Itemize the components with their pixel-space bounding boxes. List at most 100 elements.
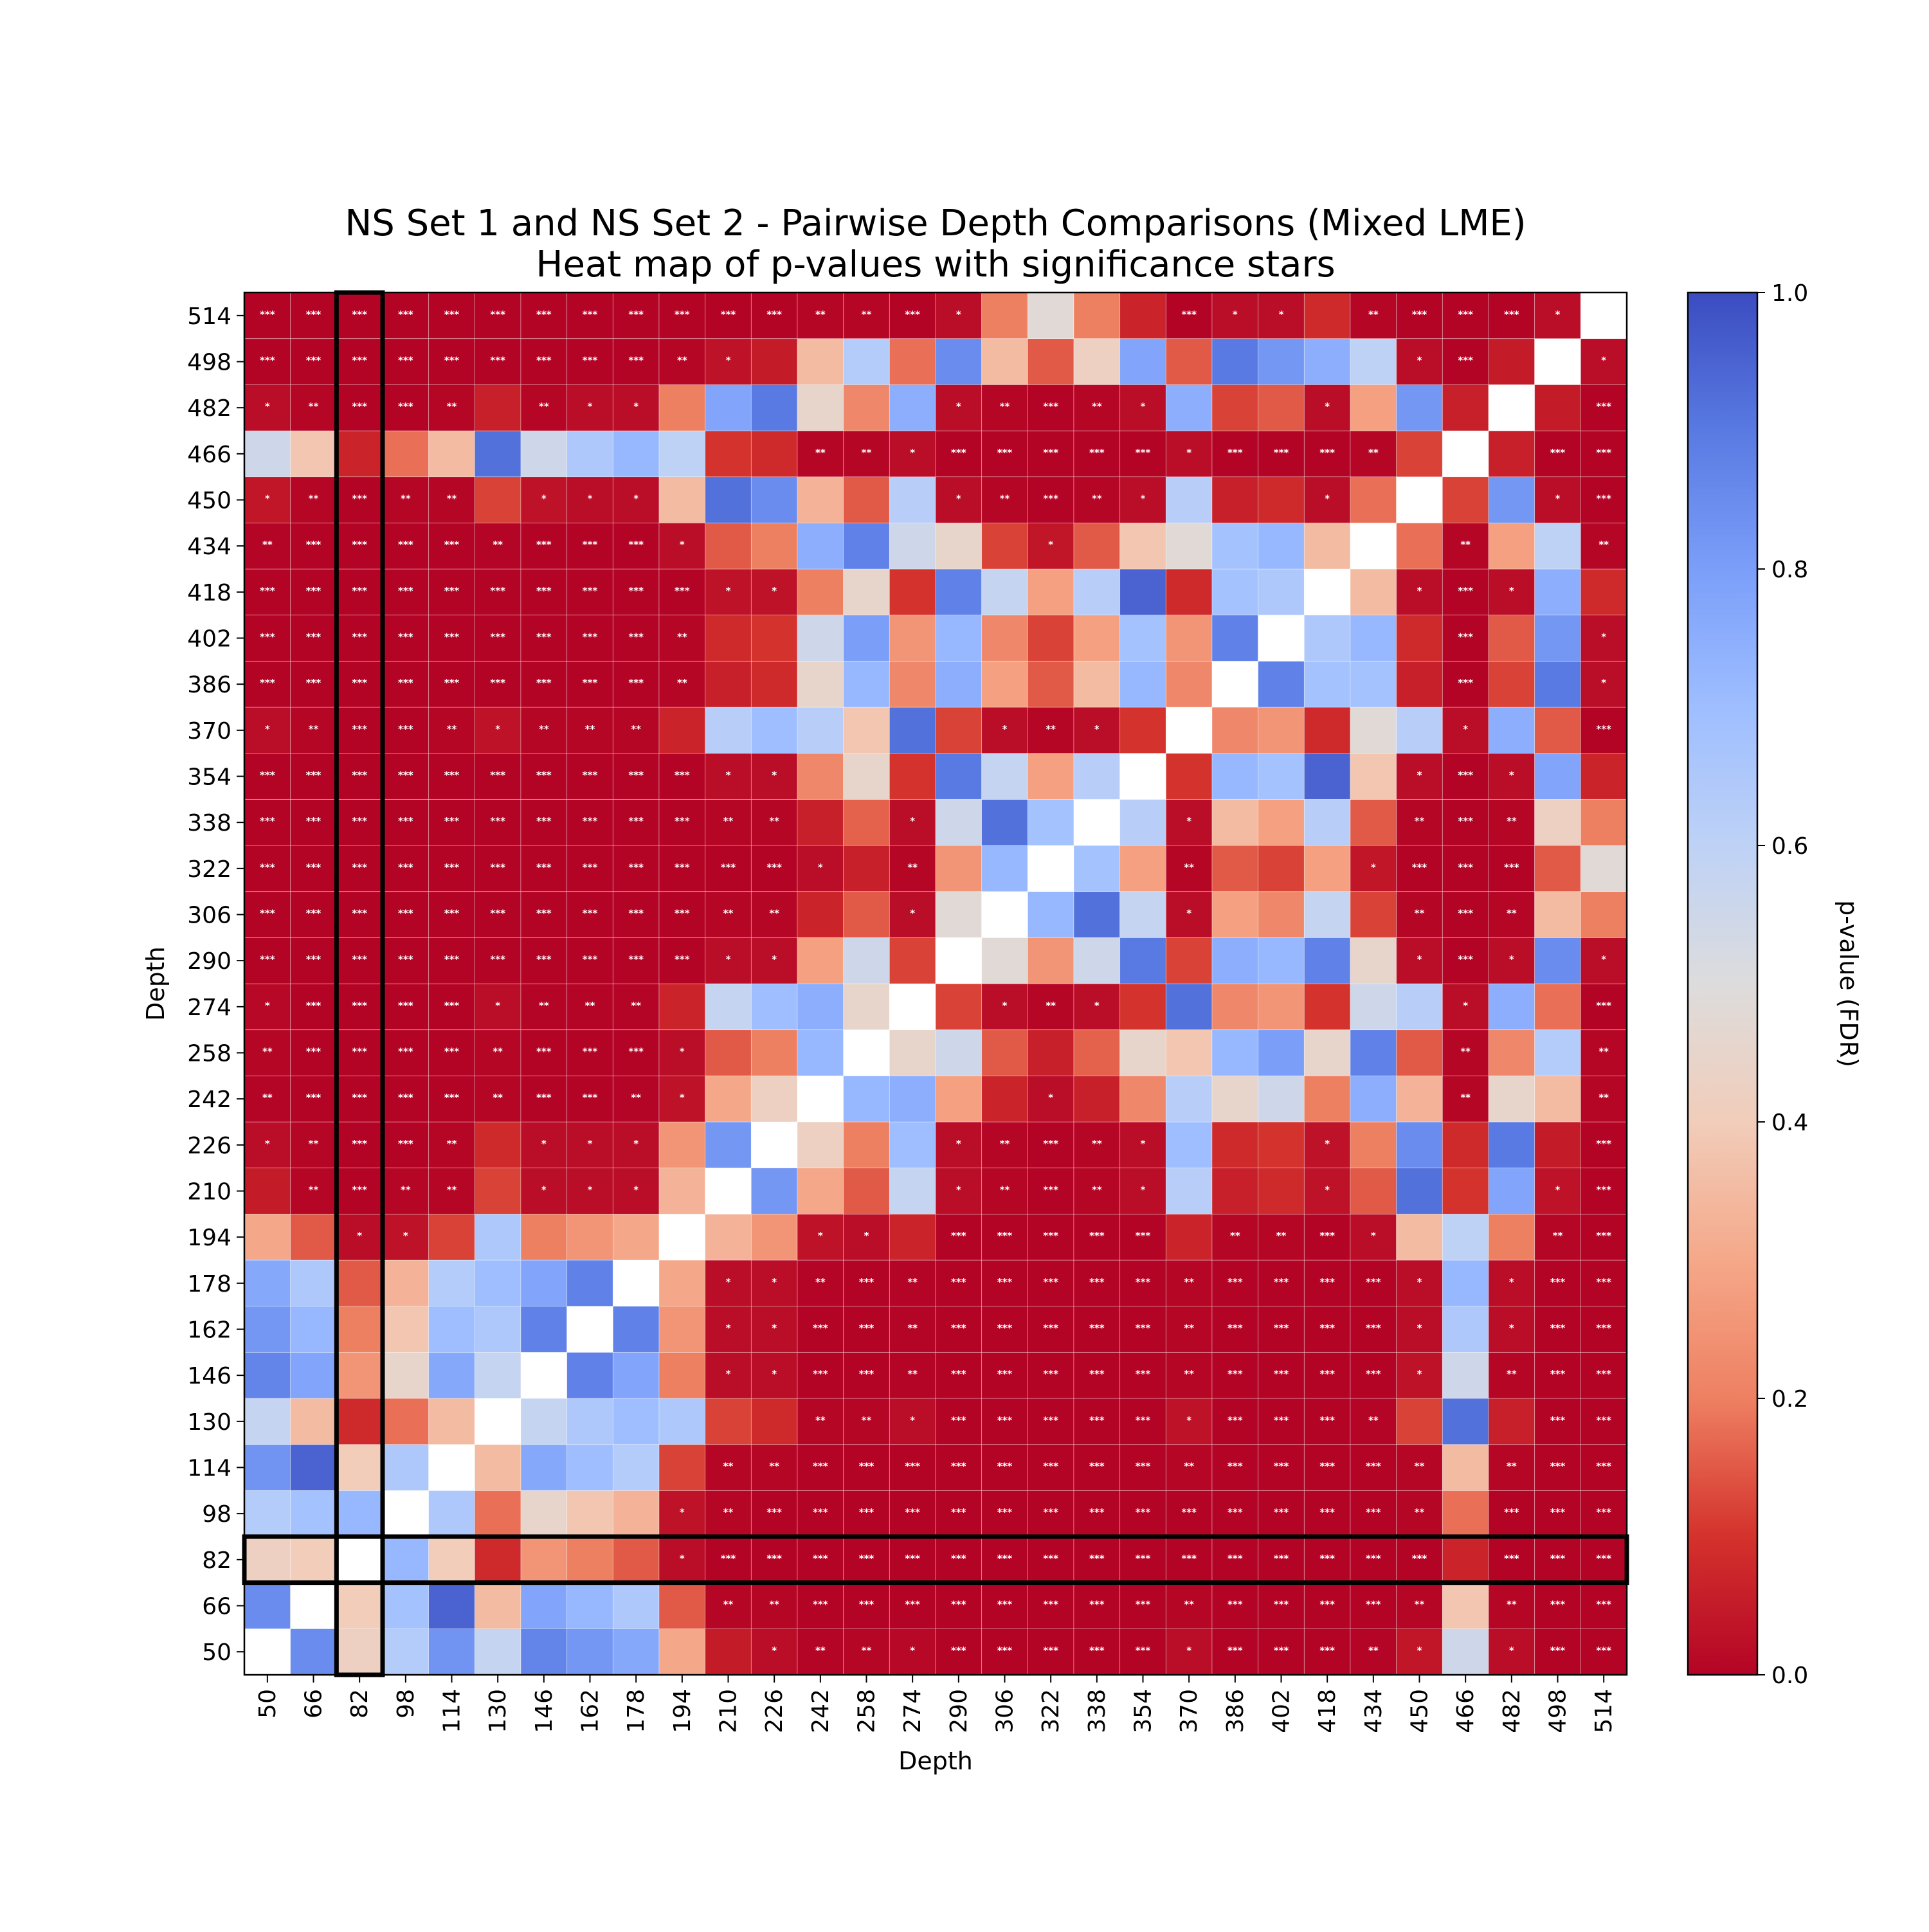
- heatmap-cell: [705, 476, 752, 523]
- significance-stars: * ** ** * *** *** *** *** *** * *** *** *** ** * * *** **…: [260, 309, 1611, 1656]
- heatmap-cell: [981, 660, 1028, 708]
- heatmap-cell: [935, 891, 983, 938]
- heatmap-cell: [1534, 1582, 1581, 1629]
- star-label: **: [723, 815, 734, 827]
- star-label: *: [772, 585, 777, 597]
- heatmap-cell: [1258, 1213, 1305, 1261]
- star-label: ***: [1136, 1553, 1151, 1564]
- star-label: ***: [444, 355, 460, 366]
- heatmap-cell: [1534, 384, 1581, 431]
- heatmap-cell: [935, 1075, 983, 1123]
- star-label: ***: [583, 677, 598, 689]
- heatmap-cell: [797, 707, 844, 754]
- heatmap-cell: [843, 615, 890, 662]
- heatmap-cell: [336, 430, 383, 478]
- star-label: ***: [1596, 1184, 1611, 1196]
- heatmap-cell: [1165, 615, 1213, 662]
- heatmap-cell: [843, 338, 890, 385]
- heatmap-cell: [1350, 430, 1397, 478]
- heatmap-cell: [797, 1628, 844, 1675]
- star-label: ***: [1227, 1276, 1243, 1288]
- heatmap-cell: [1027, 799, 1074, 846]
- heatmap-cell: [750, 1213, 798, 1261]
- star-label: **: [447, 1184, 457, 1196]
- x-tick-label: 258: [854, 1689, 880, 1733]
- heatmap-cell: [474, 707, 521, 754]
- star-label: ***: [306, 355, 322, 366]
- star-label: **: [631, 1092, 641, 1103]
- star-label: ***: [444, 1000, 460, 1011]
- heatmap-cell: [612, 1121, 660, 1169]
- heatmap-cell: [474, 1306, 521, 1353]
- heatmap-cell: [1396, 891, 1443, 938]
- heatmap-cell: [750, 568, 798, 616]
- y-tick-label: 514: [187, 303, 231, 330]
- star-label: *: [1601, 677, 1606, 689]
- heatmap-cell: [935, 1398, 983, 1445]
- y-tick-label: 370: [187, 718, 231, 745]
- star-label: ***: [306, 908, 322, 919]
- heatmap-cell: [1350, 1121, 1397, 1169]
- heatmap-cell: [889, 1213, 936, 1261]
- star-label: ***: [766, 1553, 782, 1564]
- heatmap-cell: [566, 1029, 613, 1076]
- heatmap-cell: [705, 1490, 752, 1537]
- y-tick-label: 322: [187, 856, 231, 883]
- star-label: ***: [583, 539, 598, 550]
- star-label: ***: [628, 1046, 644, 1058]
- star-label: ***: [1227, 1506, 1243, 1518]
- heatmap-cell: [1258, 1536, 1305, 1584]
- heatmap-cell: [1027, 1213, 1074, 1261]
- heatmap-cell: [1442, 384, 1489, 431]
- heatmap-cell: [843, 1259, 890, 1307]
- heatmap-cell: [1027, 568, 1074, 616]
- star-label: *: [1555, 1184, 1561, 1196]
- star-label: ***: [951, 1599, 966, 1611]
- heatmap-cell: [797, 891, 844, 938]
- heatmap-cell: [1488, 753, 1535, 800]
- star-label: **: [1507, 1368, 1517, 1380]
- star-label: ***: [444, 1046, 460, 1058]
- heatmap-cell: [1396, 1259, 1443, 1307]
- heatmap-cell: [290, 568, 337, 616]
- star-label: ***: [813, 1323, 828, 1334]
- heatmap-cell: [428, 430, 475, 478]
- star-label: **: [1368, 309, 1379, 320]
- star-label: *: [1371, 862, 1376, 873]
- heatmap-cell: [658, 1168, 706, 1214]
- heatmap-cell: [1396, 338, 1443, 385]
- heatmap-cell: [1580, 615, 1627, 662]
- heatmap-cell: [1534, 476, 1581, 523]
- heatmap-cell: [612, 1444, 660, 1491]
- heatmap-cell: [520, 522, 568, 570]
- heatmap-cell: [566, 430, 613, 478]
- heatmap-cell: [336, 1628, 383, 1675]
- star-label: ***: [1319, 1323, 1335, 1334]
- star-label: ***: [1136, 1368, 1151, 1380]
- heatmap-cell: [1027, 1444, 1074, 1491]
- heatmap-cell: [1442, 1536, 1489, 1584]
- star-label: ***: [1089, 447, 1105, 458]
- heatmap-cell: [797, 568, 844, 616]
- heatmap-cell: [1165, 338, 1213, 385]
- star-label: ***: [1089, 1323, 1105, 1334]
- x-tick-label: 242: [808, 1689, 834, 1733]
- heatmap-cell: [1350, 292, 1397, 339]
- star-label: *: [910, 1645, 915, 1656]
- heatmap-cell: [1488, 1168, 1535, 1214]
- star-label: ***: [352, 401, 367, 412]
- star-label: **: [1507, 1461, 1517, 1472]
- heatmap-cell: [889, 1398, 936, 1445]
- heatmap-cell: [705, 338, 752, 385]
- heatmap-cell: [1350, 1259, 1397, 1307]
- heatmap-cell: [889, 660, 936, 708]
- heatmap-cell: [935, 1628, 983, 1675]
- star-label: ***: [628, 953, 644, 965]
- star-label: *: [265, 493, 270, 505]
- heatmap-cell: [1488, 384, 1535, 431]
- heatmap-cell: [750, 338, 798, 385]
- heatmap-cell: [1073, 522, 1121, 570]
- star-label: *: [956, 401, 961, 412]
- heatmap-cell: [1027, 845, 1074, 892]
- heatmap-cell: [382, 384, 430, 431]
